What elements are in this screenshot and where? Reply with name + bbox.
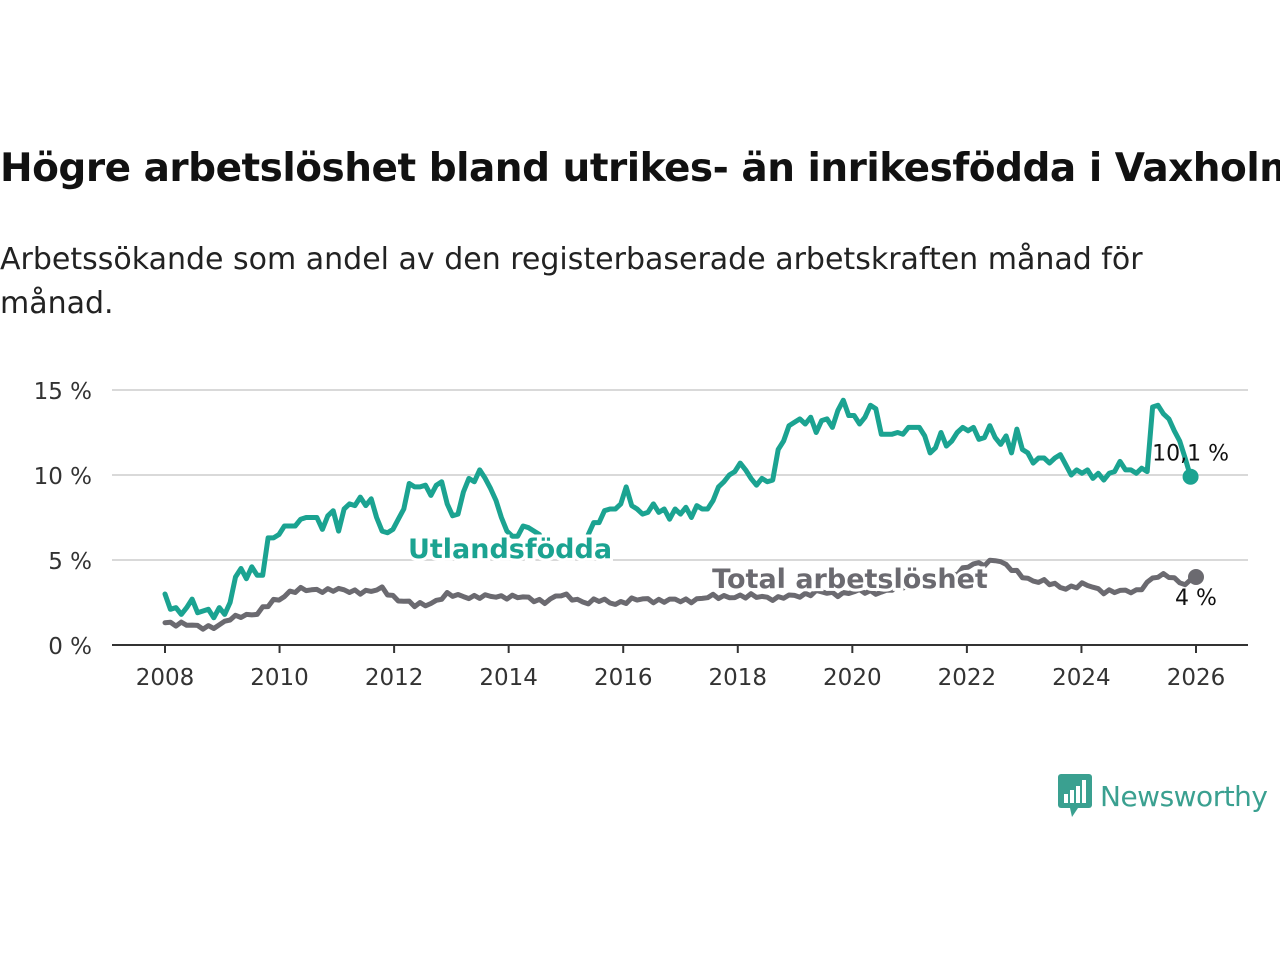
x-tick-label: 2020 bbox=[823, 665, 882, 691]
x-tick-label: 2026 bbox=[1167, 665, 1226, 691]
chart-title: Högre arbetslöshet bland utrikes- än inr… bbox=[0, 146, 1280, 191]
x-tick-label: 2014 bbox=[479, 665, 538, 691]
series-label-total: Total arbetslöshet bbox=[712, 564, 988, 595]
x-tick-label: 2012 bbox=[365, 665, 424, 691]
x-tick-label: 2008 bbox=[136, 665, 195, 691]
series-line-total bbox=[162, 557, 1199, 632]
series-labels: 10,1 % 4 % Utlandsfödda Total arbetslöshet bbox=[405, 442, 1229, 611]
end-label-utlandsfodda: 10,1 % bbox=[1152, 442, 1229, 467]
x-tick-label: 2010 bbox=[250, 665, 309, 691]
grid-lines bbox=[112, 389, 1248, 561]
series-end-marker bbox=[1188, 569, 1204, 585]
newsworthy-logo-icon bbox=[1058, 774, 1092, 817]
y-axis: 0 % 5 % 10 % 15 % bbox=[34, 379, 92, 660]
x-tick-label: 2018 bbox=[709, 665, 768, 691]
x-tick-label: 2022 bbox=[938, 665, 997, 691]
chart-subtitle: Arbetssökande som andel av den registerb… bbox=[0, 242, 1143, 321]
series-end-marker bbox=[1182, 468, 1199, 485]
y-tick-label: 10 % bbox=[34, 464, 92, 490]
x-tick-label: 2024 bbox=[1052, 665, 1111, 691]
line-chart: 0 %5 %10 %15 % 2008 2010 2012 2014 2016 2018 2… bbox=[34, 379, 1248, 691]
series-line-utlandsfodda bbox=[162, 397, 1194, 621]
y-tick-label: 15 % bbox=[34, 379, 92, 405]
newsworthy-logo-text: Newsworthy bbox=[1100, 779, 1268, 813]
series-lines bbox=[162, 397, 1204, 632]
y-tick-label: 0 % bbox=[48, 634, 92, 660]
end-label-total: 4 % bbox=[1175, 586, 1217, 611]
newsworthy-logo: Newsworthy bbox=[1058, 774, 1268, 818]
series-label-utlandsfodda: Utlandsfödda bbox=[408, 534, 612, 565]
x-tick-label: 2016 bbox=[594, 665, 653, 691]
y-tick-label: 5 % bbox=[48, 549, 92, 575]
x-axis: 2008 2010 2012 2014 2016 2018 2020 2022 2024 2026 bbox=[112, 644, 1248, 691]
